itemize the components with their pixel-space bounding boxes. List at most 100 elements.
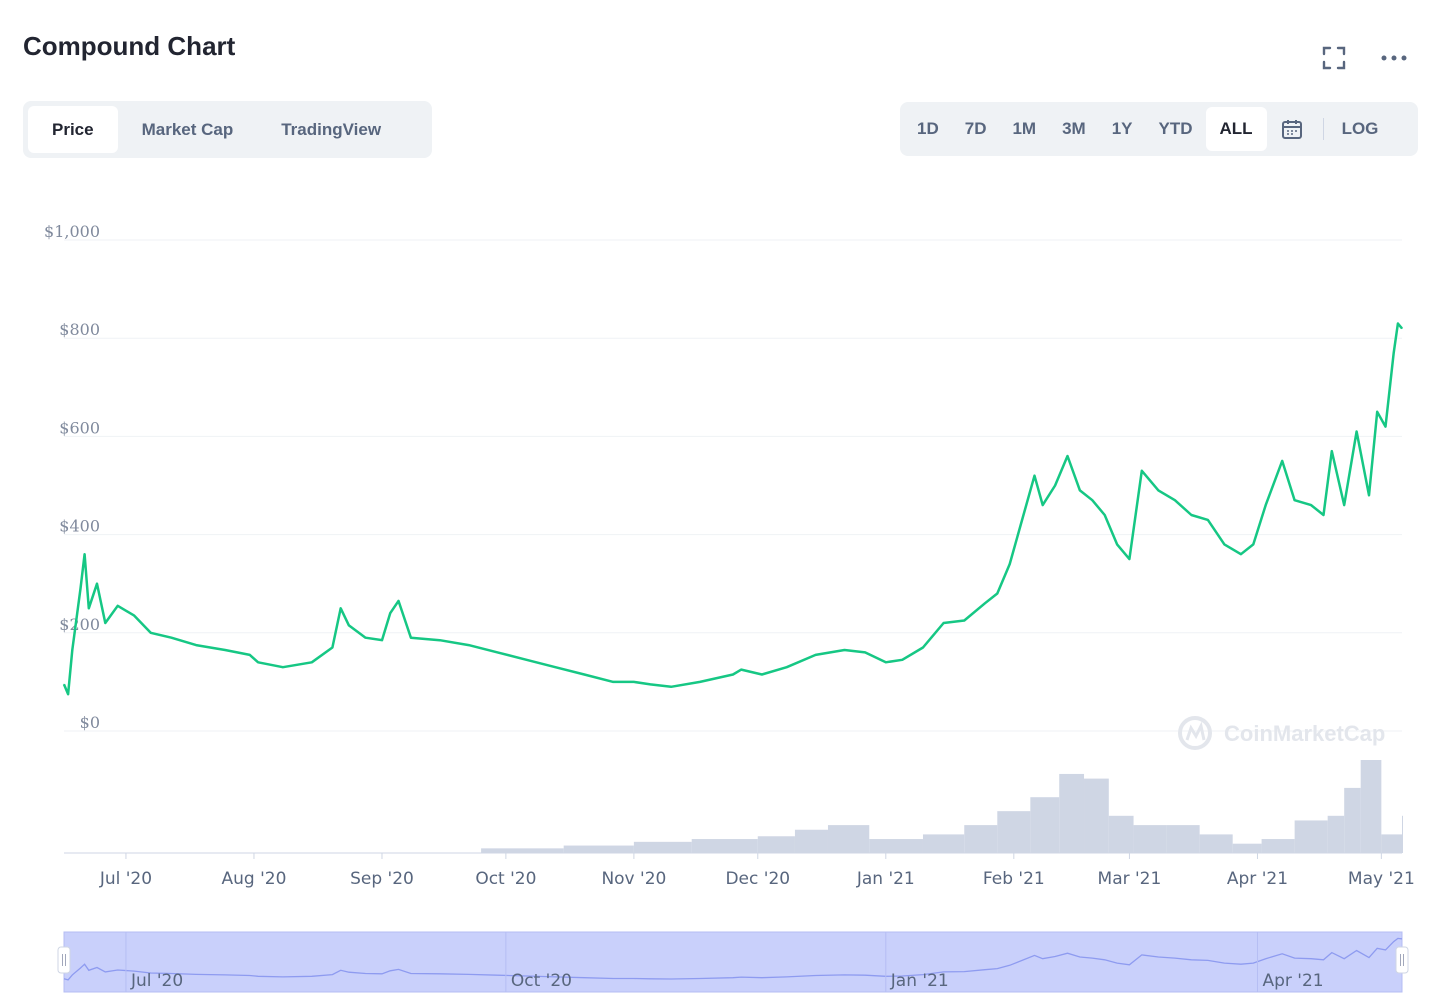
navigator-selection[interactable] — [63, 931, 1403, 993]
chart-actions — [1320, 44, 1408, 72]
price-point — [670, 686, 672, 688]
navigator-line — [63, 937, 1403, 981]
volume-bar — [869, 839, 923, 853]
price-point — [104, 622, 106, 624]
price-point — [170, 637, 172, 639]
volume-bar — [1030, 797, 1060, 853]
volume-bar — [794, 829, 828, 853]
price-point — [1322, 514, 1325, 516]
price-point — [1141, 470, 1143, 472]
price-point — [84, 553, 86, 555]
tab-price[interactable]: Price — [28, 106, 118, 153]
range-1y[interactable]: 1Y — [1111, 119, 1133, 138]
y-tick-label: $400 — [59, 517, 100, 536]
volume-bar — [964, 825, 998, 853]
y-tick-label: $0 — [80, 713, 100, 732]
price-point — [786, 666, 788, 668]
range-1d[interactable]: 1D — [917, 119, 939, 138]
log-scale-toggle[interactable]: LOG — [1341, 119, 1379, 138]
price-point — [1265, 504, 1267, 506]
volume-bar — [691, 839, 758, 853]
price-point — [1190, 514, 1192, 516]
time-range-selector: 1D 7D 1M 3M 1Y YTD ALL LOG — [900, 102, 1418, 156]
y-tick-label: $600 — [59, 418, 100, 437]
volume-bar — [1294, 820, 1328, 853]
price-point — [257, 661, 259, 663]
range-1m[interactable]: 1M — [1012, 119, 1037, 138]
price-point — [1054, 484, 1056, 487]
volume-bar — [1360, 760, 1382, 853]
price-point — [1397, 322, 1399, 325]
tab-market-cap[interactable]: Market Cap — [141, 119, 234, 139]
price-point — [497, 651, 499, 654]
y-tick-label: $1,000 — [44, 222, 100, 241]
price-point — [885, 661, 887, 663]
price-point — [1393, 352, 1395, 354]
x-tick-label: Jul '20 — [99, 869, 152, 889]
price-point — [984, 602, 986, 604]
price-point — [1021, 519, 1023, 521]
price-point — [364, 637, 367, 639]
navigator-tick-label: Jul '20 — [130, 971, 183, 991]
volume-bar — [1232, 843, 1262, 853]
volume-bar — [1199, 834, 1233, 853]
price-point — [1310, 504, 1312, 506]
volume-bar — [1327, 815, 1345, 853]
price-point — [996, 592, 998, 595]
x-tick-label: Apr '21 — [1227, 869, 1288, 889]
price-point — [1174, 499, 1176, 501]
price-point — [1009, 563, 1011, 565]
coinmarketcap-watermark: CoinMarketCap — [1178, 716, 1385, 750]
volume-bar — [997, 811, 1031, 853]
price-point — [814, 654, 817, 656]
range-navigator[interactable]: Jul '20 Oct '20 Jan '21 Apr '21 — [57, 931, 1409, 993]
price-point — [843, 649, 846, 651]
volume-bar — [1059, 773, 1085, 853]
y-tick-label: $800 — [59, 320, 100, 339]
range-3m[interactable]: 3M — [1062, 119, 1086, 138]
volume-bar — [1133, 825, 1167, 853]
price-point — [761, 673, 763, 676]
calendar-icon[interactable] — [1267, 107, 1317, 151]
price-point — [397, 600, 400, 602]
price-point — [612, 681, 614, 683]
volume-bar — [481, 848, 564, 853]
price-point — [67, 693, 69, 695]
range-all[interactable]: ALL — [1205, 107, 1267, 151]
price-point — [1104, 514, 1106, 516]
price-point — [583, 673, 585, 676]
price-point — [381, 639, 383, 641]
navigator-right-handle[interactable] — [1395, 946, 1409, 974]
price-point — [1401, 327, 1403, 329]
price-point — [195, 644, 197, 646]
price-point — [389, 612, 391, 614]
y-tick-label: $200 — [59, 615, 100, 634]
price-point — [1128, 558, 1131, 560]
price-line — [62, 322, 1403, 696]
navigator-tick-label: Apr '21 — [1262, 971, 1323, 991]
volume-bar — [1084, 778, 1109, 853]
price-point — [63, 683, 65, 685]
price-point — [864, 651, 866, 654]
price-point — [1116, 543, 1118, 546]
chart-type-tabs: Price Market Cap TradingView — [23, 101, 432, 158]
range-ytd[interactable]: YTD — [1158, 119, 1193, 138]
price-point — [1207, 519, 1209, 521]
tab-tradingview[interactable]: TradingView — [281, 119, 382, 139]
price-point — [901, 659, 903, 661]
price-point — [1281, 460, 1283, 462]
navigator-left-handle[interactable] — [57, 946, 71, 974]
more-horizontal-icon[interactable] — [1380, 44, 1408, 72]
range-7d[interactable]: 7D — [964, 119, 987, 138]
x-axis: Jul '20 Aug '20 Sep '20 Oct '20 Nov '20 Dec '… — [99, 853, 1415, 889]
price-point — [468, 644, 470, 646]
price-point — [525, 659, 528, 661]
x-tick-label: Dec '20 — [725, 869, 790, 889]
volume-bar — [1344, 787, 1361, 853]
x-tick-label: Aug '20 — [222, 869, 287, 889]
x-tick-label: Oct '20 — [475, 869, 536, 889]
fullscreen-icon[interactable] — [1320, 44, 1348, 72]
volume-bar — [1261, 839, 1295, 853]
price-point — [732, 673, 734, 676]
